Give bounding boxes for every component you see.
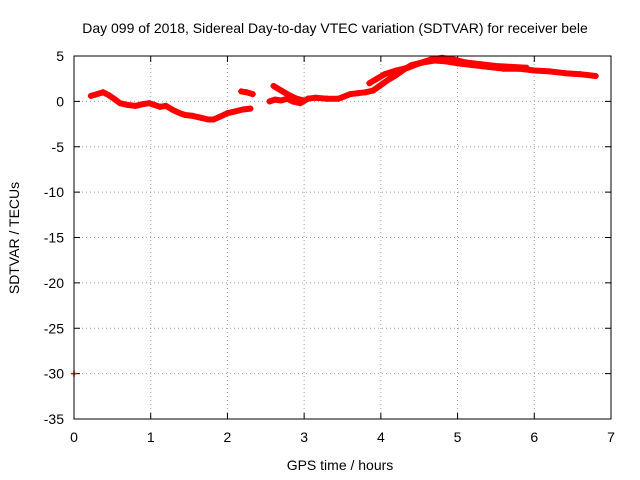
grid [74,56,611,419]
data-point [354,90,361,97]
data-point [238,88,245,95]
plot-frame [73,55,612,420]
data-point [450,56,457,63]
data-point [151,102,158,109]
data-point [239,106,246,113]
data-point [243,89,250,96]
y-tick-label: -25 [44,320,64,336]
data-point [140,101,147,108]
y-tick-label: -5 [52,139,65,155]
series-line-segment-1 [87,89,254,123]
x-tick-label: 5 [454,429,462,445]
data-point [366,80,373,87]
data-point [210,116,217,123]
data-point [163,102,170,109]
data-point [205,116,212,123]
y-tick-label: -20 [44,275,64,291]
data-point [404,64,411,71]
data-point [374,75,381,82]
data-point [146,100,153,107]
data-point [249,91,256,98]
data-point [546,68,553,75]
data-point [232,108,239,115]
data-point [285,92,292,99]
x-tick-label: 1 [147,429,155,445]
data-point [324,95,331,102]
x-tick-label: 4 [377,429,385,445]
data-series [71,54,599,377]
y-tick-label: -10 [44,184,64,200]
data-point [477,61,484,68]
data-point [592,72,599,79]
y-tick-label: -30 [44,366,64,382]
data-point [278,97,285,104]
data-point [385,76,392,83]
data-point [132,102,139,109]
data-point [94,91,101,98]
data-point [105,92,112,99]
x-tick-label: 7 [607,429,615,445]
data-point [335,95,342,102]
data-point [561,70,568,77]
data-point [523,64,530,71]
data-point [189,112,196,119]
y-tick-label: 5 [56,48,64,64]
x-axis-title: GPS time / hours [287,457,394,473]
x-tick-label: 0 [70,429,78,445]
data-point [170,107,177,114]
data-point [492,62,499,69]
data-point [271,96,278,103]
y-tick-label: -35 [44,411,64,427]
data-point [427,56,434,63]
data-point [182,111,189,118]
data-point [393,67,400,74]
data-point [312,94,319,101]
x-tick-label: 2 [224,429,232,445]
data-point [224,110,231,117]
data-point [270,82,277,89]
x-tick-label: 6 [530,429,538,445]
data-point [362,89,369,96]
data-point [577,71,584,78]
data-point [377,82,384,89]
data-point [124,102,131,109]
data-point [117,100,124,107]
data-point [110,95,117,102]
y-tick-label: 0 [56,93,64,109]
data-point [278,87,285,94]
data-point [301,97,308,104]
data-point [381,71,388,78]
x-tick-label: 3 [300,429,308,445]
data-point [266,98,273,105]
data-point [176,110,183,117]
data-point [508,63,515,70]
data-point [347,91,354,98]
chart-title: Day 099 of 2018, Sidereal Day-to-day VTE… [82,20,588,36]
data-point [156,103,163,110]
data-point [531,67,538,74]
data-point [197,114,204,121]
y-tick-label: -15 [44,230,64,246]
y-tick-labels: 5 0 -5 -10 -15 -20 -25 -30 -35 [44,48,64,427]
x-tick-labels: 0 1 2 3 4 5 6 7 [70,429,615,445]
data-point [247,105,254,112]
data-point [293,95,300,102]
y-axis-title: SDTVAR / TECUs [6,182,22,294]
data-point [370,87,377,94]
data-point [216,113,223,120]
data-point [416,60,423,67]
series-line-segment-3 [266,57,599,107]
data-point [462,59,469,66]
data-point [87,92,94,99]
data-point [100,89,107,96]
